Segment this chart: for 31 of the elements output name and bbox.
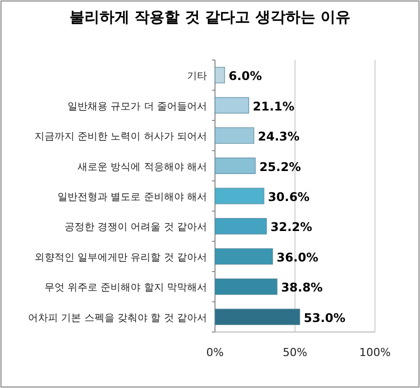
data-label: 38.8% <box>281 280 323 295</box>
y-tick-label: 기타 <box>187 71 207 82</box>
bar <box>214 66 225 84</box>
data-label: 53.0% <box>304 310 346 325</box>
bar <box>214 97 250 114</box>
y-tick-label: 공정한 경쟁이 어려울 것 같아서 <box>64 222 207 234</box>
bar <box>214 127 254 144</box>
bar <box>214 188 264 204</box>
x-tick-label: 50% <box>282 346 308 359</box>
data-label: 21.1% <box>252 99 294 114</box>
y-tick-label: 지금까지 준비한 노력이 허사가 되어서 <box>34 132 207 143</box>
x-tick-label: 100% <box>359 346 391 359</box>
y-tick-label: 어차피 기본 스펙을 갖춰야 할 것 같아서 <box>28 312 207 324</box>
data-label: 32.2% <box>270 220 312 234</box>
bar <box>214 158 256 174</box>
bar <box>214 308 300 326</box>
x-tick-label: 0% <box>206 346 224 359</box>
data-label: 36.0% <box>276 250 318 264</box>
y-tick-label: 일반전형과 별도로 준비해야 해서 <box>57 192 207 203</box>
data-label: 24.3% <box>258 130 300 144</box>
y-tick-label: 무엇 위주로 준비해야 할지 막막해서 <box>44 282 207 294</box>
y-tick-label: 일반채용 규모가 더 줄어들어서 <box>67 101 207 112</box>
bar <box>214 248 273 265</box>
y-tick-label: 새로운 방식에 적응해야 해서 <box>77 162 207 173</box>
bar <box>214 278 278 295</box>
data-label: 25.2% <box>259 160 301 174</box>
chart-title: 불리하게 작용할 것 같다고 생각하는 이유 <box>69 8 351 26</box>
bar <box>214 218 267 234</box>
data-label: 30.6% <box>268 190 310 204</box>
data-label: 6.0% <box>228 69 262 84</box>
y-tick-label: 외향적인 일부에게만 유리할 것 같아서 <box>34 252 207 264</box>
